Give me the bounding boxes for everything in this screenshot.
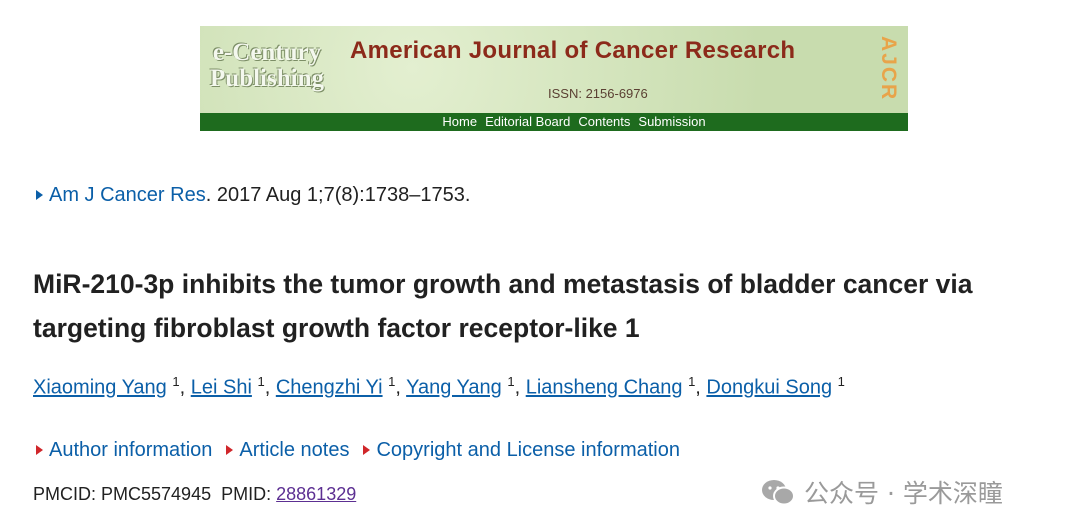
pmid-label: PMID: [221,484,272,504]
separator: , [514,376,521,399]
info-link[interactable]: Article notes [226,439,349,461]
info-links: Author information Article notes Copyright… [36,439,694,462]
info-link-text[interactable]: Author information [49,439,213,461]
nav-item[interactable]: Editorial Board [485,114,571,129]
info-link-text[interactable]: Copyright and License information [376,439,680,461]
publisher-logo: e-Century Publishing [204,40,330,92]
info-link-text[interactable]: Article notes [239,439,350,461]
info-link[interactable]: Copyright and License information [363,439,680,461]
publisher-line: Publishing [210,65,324,92]
expand-icon [363,445,371,455]
affiliation: 1 [688,374,696,389]
wechat-icon [762,480,795,506]
info-link[interactable]: Author information [36,439,212,461]
pmid-link[interactable]: 28861329 [276,484,357,504]
affiliation: 1 [172,374,180,389]
article-ids: PMCID: PMC5574945 PMID: 28861329 [33,484,356,505]
pmcid-label: PMCID: [33,484,96,504]
nav-item[interactable]: Home [442,114,478,129]
separator: , [395,376,401,399]
expand-icon[interactable] [36,190,43,200]
citation-details: . 2017 Aug 1;7(8):1738–1753. [205,184,471,206]
journal-banner[interactable]: e-Century Publishing American Journal of … [200,26,908,131]
journal-title: American Journal of Cancer Research [350,37,796,64]
nav-item[interactable]: Submission [638,114,706,129]
journal-acronym: AJCR [877,36,900,102]
affiliation: 1 [388,374,396,389]
affiliation: 1 [507,374,515,389]
publisher-line: e-Century [212,39,322,66]
author-name[interactable]: Chengzhi Yi [275,376,383,399]
article-title: MiR-210-3p inhibits the tumor growth and… [33,269,973,343]
affiliation: 1 [837,374,845,389]
separator: , [695,376,701,399]
author-name[interactable]: Liansheng Chang [525,376,683,399]
citation: Am J Cancer Res. 2017 Aug 1;7(8):1738–17… [36,184,470,207]
author-name[interactable]: Lei Shi [190,376,252,399]
separator: , [179,376,186,399]
separator: , [264,376,271,399]
pmcid: PMC5574945 [101,484,212,504]
watermark: 公众号 · 学术深瞳 [760,474,1003,510]
expand-icon [226,445,234,455]
watermark-text: 公众号 · 学术深瞳 [804,479,1003,508]
issn: ISSN: 2156-6976 [548,86,648,101]
banner-nav: Home Editorial Board Contents Submission [200,113,908,131]
author-name[interactable]: Xiaoming Yang [33,376,167,399]
author-name[interactable]: Yang Yang [406,376,502,399]
author-list: Xiaoming Yang 1, Lei Shi 1, Chengzhi Yi … [33,374,845,400]
nav-item[interactable]: Contents [578,114,631,129]
affiliation: 1 [257,374,265,389]
journal-link[interactable]: Am J Cancer Res [49,184,206,206]
author-name[interactable]: Dongkui Song [706,376,833,399]
expand-icon [36,445,43,455]
